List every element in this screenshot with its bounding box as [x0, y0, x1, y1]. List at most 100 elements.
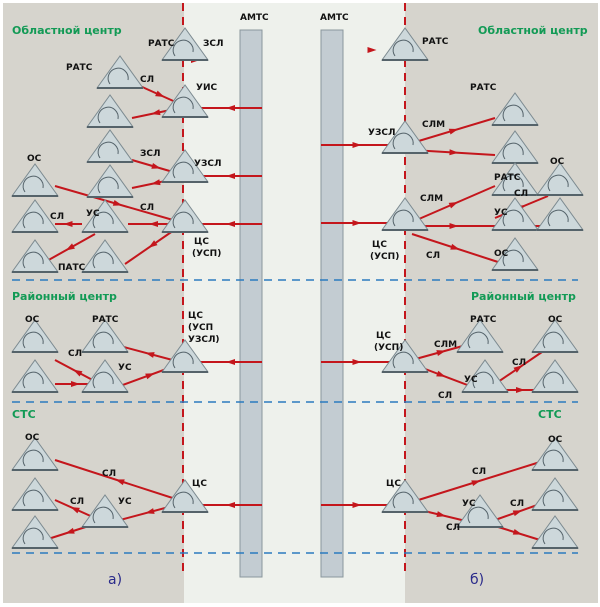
- left-label-uzsl: УЗСЛ: [194, 159, 221, 169]
- exchange-node-icon: [11, 477, 59, 511]
- exchange-node-icon: [81, 239, 129, 273]
- exchange-node-icon: [11, 199, 59, 233]
- link-arrow: [367, 47, 377, 53]
- exchange-node-icon: [161, 84, 209, 118]
- right-label-sl2: СЛ: [426, 251, 440, 261]
- link-arrow: [321, 220, 392, 226]
- exchange-node-icon: [161, 199, 209, 233]
- link-arrow: [54, 459, 186, 503]
- link-arrow: [119, 345, 181, 363]
- exchange-node-icon: [81, 199, 129, 233]
- exchange-node-icon: [536, 197, 584, 231]
- center-panel: [184, 3, 405, 603]
- exchange-node-icon: [381, 197, 429, 231]
- link-arrow: [200, 359, 262, 365]
- left-title-regional: Областной центр: [12, 24, 122, 37]
- exchange-node-icon: [86, 164, 134, 198]
- link-arrow: [494, 503, 541, 521]
- left-label-sl2: СЛ: [50, 212, 64, 222]
- exchange-node-icon: [381, 120, 429, 154]
- left-label-sl5: СЛ: [102, 469, 116, 479]
- right-label-uzsl: УЗСЛ: [368, 128, 395, 138]
- exchange-node-icon: [456, 319, 504, 353]
- right-label-os4: ОС: [548, 435, 563, 445]
- caption-a: а): [108, 572, 122, 588]
- left-label-us1: УС: [86, 209, 100, 219]
- left-label-zsl2: ЗСЛ: [140, 149, 160, 159]
- left-label-cs2c: УЗСЛ): [188, 335, 220, 345]
- right-title-rural: СТС: [538, 408, 562, 421]
- link-arrow: [44, 233, 96, 263]
- link-arrow: [411, 185, 496, 223]
- exchange-node-icon: [381, 479, 429, 513]
- left-label-cs1b: (УСП): [192, 249, 221, 259]
- exchange-node-icon: [491, 237, 539, 271]
- exchange-node-icon: [491, 197, 539, 231]
- exchange-node-icon: [531, 359, 579, 393]
- exchange-node-icon: [11, 163, 59, 197]
- right-label-cs2: ЦС: [376, 331, 391, 341]
- right-label-sl6: СЛ: [510, 499, 524, 509]
- exchange-node-icon: [96, 55, 144, 89]
- left-label-us2: УС: [118, 363, 132, 373]
- left-label-sl4: СЛ: [68, 349, 82, 359]
- right-label-ratc_top: РАТС: [422, 37, 449, 47]
- exchange-node-icon: [491, 162, 539, 196]
- right-label-us3: УС: [462, 499, 476, 509]
- right-label-ratc3: РАТС: [494, 173, 521, 183]
- link-arrow: [54, 499, 96, 519]
- right-label-cs1: ЦС: [372, 240, 387, 250]
- exchange-node-icon: [11, 359, 59, 393]
- exchange-node-icon: [11, 319, 59, 353]
- right-label-cs1b: (УСП): [370, 252, 399, 262]
- link-arrow: [54, 185, 181, 223]
- left-label-cs1: ЦС: [194, 237, 209, 247]
- exchange-node-icon: [86, 129, 134, 163]
- right-label-slm1: СЛМ: [422, 120, 445, 130]
- right-exchange-label: АМТС: [320, 13, 349, 23]
- left-title-rural: СТС: [12, 408, 36, 421]
- left-label-zsl_top: ЗСЛ: [203, 39, 223, 49]
- link-arrow: [321, 502, 392, 508]
- exchange-node-icon: [161, 479, 209, 513]
- link-arrow: [55, 221, 82, 227]
- right-label-os1: ОС: [550, 157, 565, 167]
- link-arrow: [200, 502, 262, 508]
- link-arrow: [494, 351, 543, 385]
- right-label-ratc4: РАТС: [470, 315, 497, 325]
- left-label-os3: ОС: [25, 433, 40, 443]
- left-label-us3: УС: [118, 497, 132, 507]
- right-title-district: Районный центр: [471, 290, 576, 303]
- exchange-node-icon: [81, 494, 129, 528]
- exchange-node-icon: [11, 239, 59, 273]
- link-arrow: [200, 173, 262, 179]
- left-label-ratc2: РАТС: [66, 63, 93, 73]
- exchange-node-icon: [531, 477, 579, 511]
- left-label-cs2: ЦС: [188, 311, 203, 321]
- right-label-sl5: СЛ: [472, 467, 486, 477]
- right-label-ratc2: РАТС: [470, 83, 497, 93]
- right-label-cs3: ЦС: [386, 479, 401, 489]
- exchange-node-icon: [161, 339, 209, 373]
- exchange-node-icon: [81, 319, 129, 353]
- link-arrow: [321, 142, 392, 148]
- right-label-sl4: СЛ: [438, 391, 452, 401]
- exchange-node-icon: [86, 94, 134, 128]
- link-arrow: [321, 359, 392, 365]
- exchange-node-icon: [531, 437, 579, 471]
- left-label-ratc_top: РАТС: [148, 39, 175, 49]
- left-label-pats: ПАТС: [58, 263, 86, 273]
- left-exchange-bar: [239, 29, 263, 578]
- right-label-slm2: СЛМ: [420, 194, 443, 204]
- right-label-os2: ОС: [494, 249, 509, 259]
- exchange-node-icon: [456, 494, 504, 528]
- left-label-uis: УИС: [196, 83, 217, 93]
- right-title-regional: Областной центр: [478, 24, 588, 37]
- right-label-slm3: СЛМ: [434, 340, 457, 350]
- link-arrow: [200, 105, 262, 111]
- right-label-sl7: СЛ: [446, 523, 460, 533]
- exchange-node-icon: [536, 162, 584, 196]
- exchange-node-icon: [11, 437, 59, 471]
